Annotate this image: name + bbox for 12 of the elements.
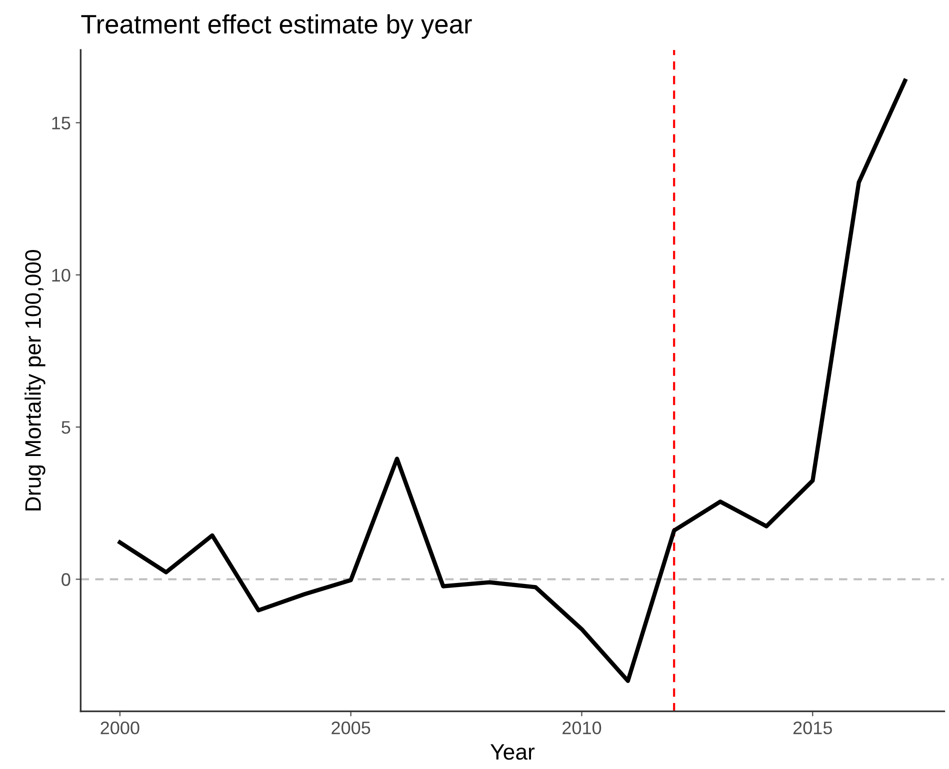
chart-title: Treatment effect estimate by year: [81, 14, 472, 39]
x-tick-label: 2010: [562, 722, 602, 734]
y-axis-title: Drug Mortality per 100,000: [24, 250, 46, 510]
x-axis-title: Year: [490, 744, 535, 760]
y-tick-label: 10: [52, 268, 70, 282]
line-series: [118, 78, 908, 683]
x-tick-label: 2000: [100, 722, 140, 734]
y-tick-label: 15: [52, 116, 70, 130]
y-tick-label: 5: [62, 421, 70, 434]
x-tick-label: 2005: [332, 722, 370, 734]
x-tick-label: 2015: [793, 722, 832, 734]
y-tick-label: 0: [62, 573, 70, 586]
